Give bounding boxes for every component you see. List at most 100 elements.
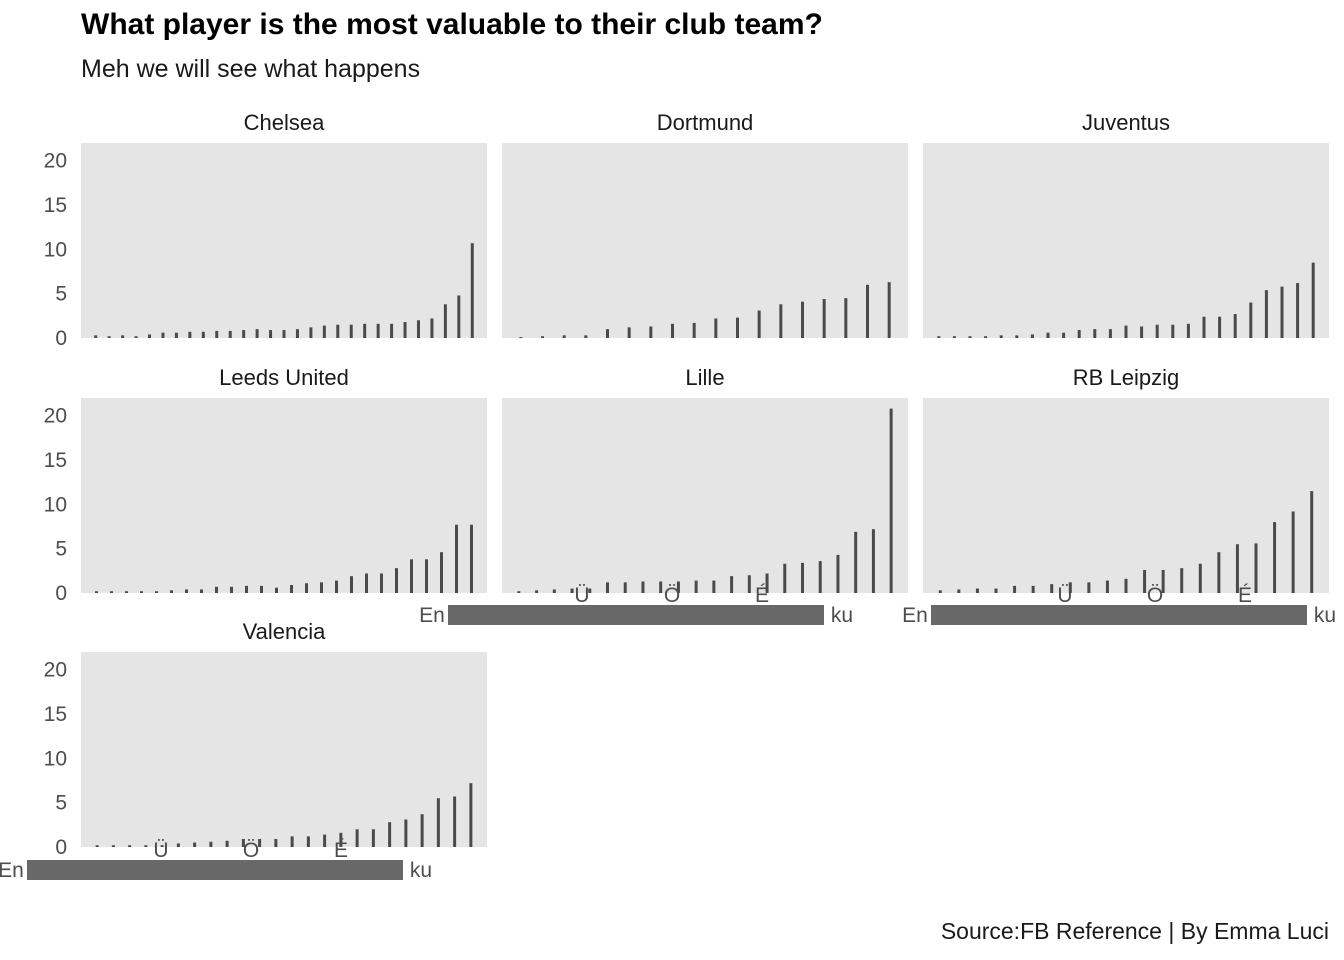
bar — [111, 845, 115, 847]
facet-panel — [502, 398, 908, 593]
bar — [155, 591, 158, 593]
bar — [242, 330, 246, 338]
y-tick-label: 5 — [55, 792, 67, 815]
bar — [541, 336, 544, 338]
x-tick-label: ku — [410, 859, 432, 882]
bar — [801, 301, 804, 338]
bar — [641, 581, 645, 593]
y-tick-label: 20 — [44, 150, 67, 173]
bar — [275, 587, 278, 593]
bar — [148, 334, 152, 338]
bar — [269, 330, 273, 338]
bar — [1030, 334, 1034, 338]
bar — [1143, 569, 1147, 593]
x-tick-label: En — [419, 604, 445, 627]
bar — [535, 590, 539, 593]
bar — [957, 589, 961, 593]
x-tick-label: É — [1238, 584, 1252, 607]
bar — [470, 243, 474, 338]
y-tick-label: 10 — [44, 493, 67, 516]
bar — [570, 588, 574, 593]
bar — [659, 581, 663, 593]
bar — [730, 576, 734, 593]
facet-panel — [81, 398, 487, 593]
bar — [1062, 332, 1066, 338]
bar — [887, 282, 891, 338]
bar — [110, 591, 113, 593]
bar — [215, 330, 219, 338]
bar — [305, 583, 308, 593]
bar — [649, 326, 653, 338]
bar — [818, 561, 822, 593]
bar — [1198, 563, 1202, 593]
bar — [255, 329, 259, 338]
chart-subtitle: Meh we will see what happens — [81, 55, 421, 83]
bar — [134, 336, 138, 338]
bar — [822, 299, 826, 338]
x-tick-label: Ü — [153, 839, 168, 862]
bar — [339, 832, 343, 847]
bar — [1180, 568, 1184, 593]
facet-panel — [81, 143, 487, 338]
bar — [185, 589, 188, 593]
y-tick-label: 10 — [44, 238, 67, 261]
bar — [765, 573, 769, 593]
bar — [994, 588, 998, 593]
bar — [1235, 544, 1239, 593]
bar — [623, 582, 627, 593]
bar — [176, 843, 180, 847]
bar — [140, 591, 143, 593]
y-tick-label: 10 — [44, 747, 67, 770]
bar — [694, 580, 698, 593]
x-tick-label: En — [0, 859, 24, 882]
bar — [1031, 585, 1035, 593]
bar — [388, 822, 392, 847]
bar — [125, 591, 128, 593]
x-tick-label: Ü — [574, 584, 589, 607]
bar — [779, 304, 783, 338]
bar — [258, 839, 262, 847]
bar — [410, 559, 413, 593]
bar — [245, 585, 248, 593]
bar — [1202, 316, 1206, 338]
bar — [188, 331, 192, 338]
y-tick-label: 0 — [55, 836, 67, 859]
bar — [1296, 283, 1300, 338]
bar — [588, 588, 592, 593]
x-tick-label: É — [334, 839, 348, 862]
bar — [1105, 580, 1109, 593]
x-tick-label: Ü — [1057, 584, 1072, 607]
bar — [692, 322, 696, 338]
bar — [225, 840, 229, 847]
bar — [999, 335, 1003, 338]
bar — [1093, 329, 1097, 338]
y-tick-label: 15 — [44, 703, 67, 726]
bar — [320, 582, 323, 593]
bar — [107, 336, 111, 338]
bar — [1013, 585, 1017, 593]
bar — [1186, 323, 1190, 338]
bar — [309, 327, 313, 338]
bar — [1233, 314, 1237, 338]
bar — [736, 317, 739, 338]
facet-label: Leeds United — [219, 365, 349, 390]
bar — [606, 582, 609, 593]
bar — [274, 839, 278, 847]
bar — [1015, 335, 1019, 338]
bar — [390, 323, 394, 338]
x-tick-label: En — [902, 604, 928, 627]
bar — [1124, 578, 1128, 593]
bar — [174, 332, 178, 338]
bar — [854, 531, 858, 593]
y-tick-label: 15 — [44, 194, 67, 217]
x-tick-labels-overlap — [27, 860, 403, 880]
bar — [866, 284, 869, 338]
bar — [371, 829, 375, 847]
bar — [95, 845, 99, 847]
bar — [606, 329, 609, 338]
bar — [455, 524, 458, 593]
bar — [193, 842, 197, 847]
bar — [1254, 543, 1258, 593]
bar — [161, 332, 165, 338]
bar — [209, 841, 213, 847]
